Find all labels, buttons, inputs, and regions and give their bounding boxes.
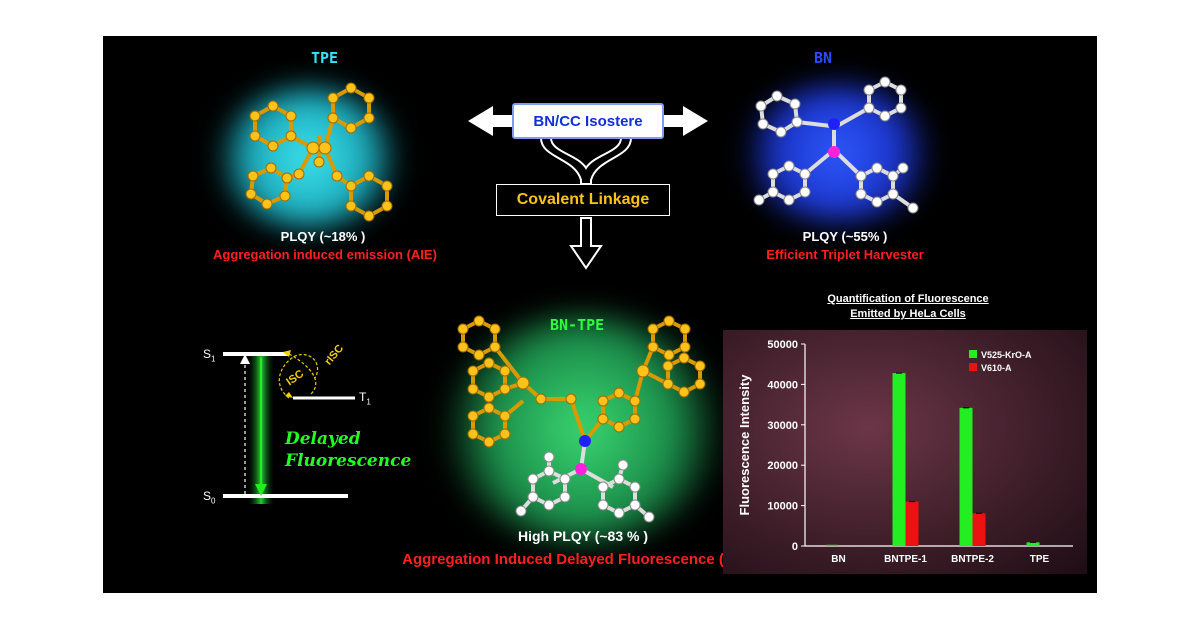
- delayed-line-2: Fluorescence: [285, 451, 412, 471]
- y-tick-label: 0: [792, 541, 798, 553]
- y-tick-label: 10000: [767, 501, 798, 513]
- left-arrow: [468, 106, 513, 136]
- y-tick-label: 30000: [767, 420, 798, 432]
- jablonski-diagram: [223, 350, 355, 504]
- bn-title: BN: [814, 49, 833, 67]
- merge-arrow: [539, 137, 633, 185]
- bar-V525-KrO-A-BNTPE-1: [892, 373, 906, 546]
- delayed-fluorescence-label: Delayed Fluorescence: [285, 428, 411, 472]
- bar-V525-KrO-A-BNTPE-2: [959, 407, 973, 546]
- bar-V525-KrO-A-BN: [825, 544, 839, 546]
- t1-label: T1: [359, 390, 371, 407]
- bntpe-property: Aggregation Induced Delayed Fluorescence…: [402, 551, 764, 568]
- legend-label: V610-A: [981, 363, 1012, 373]
- tpe-title: TPE: [311, 49, 339, 67]
- bn-molecule: [753, 76, 919, 214]
- tpe-plqy: PLQY (~18% ): [280, 229, 366, 244]
- delayed-line-1: Delayed: [285, 429, 361, 449]
- bar-V610-A-BNTPE-2: [972, 513, 986, 546]
- legend-swatch: [969, 363, 977, 371]
- bar-V610-A-BNTPE-1: [905, 501, 919, 546]
- bn-property: Efficient Triplet Harvester: [766, 247, 924, 262]
- y-tick-label: 20000: [767, 460, 798, 472]
- figure-panel: TPE PLQY (~18% ) Aggregation induced emi…: [103, 36, 1097, 593]
- y-tick-label: 40000: [767, 379, 798, 391]
- chart-title: Quantification of Fluorescence Emitted b…: [793, 292, 1023, 322]
- isostere-box: BN/CC Isostere: [512, 103, 664, 139]
- s0-label: S0: [203, 489, 216, 506]
- linkage-box: Covalent Linkage: [496, 184, 670, 216]
- y-axis-label: Fluorescence Intensity: [737, 374, 752, 516]
- bntpe-title: BN-TPE: [550, 316, 605, 334]
- legend-label: V525-KrO-A: [981, 350, 1032, 360]
- x-tick-label: BNTPE-2: [951, 554, 994, 565]
- y-tick-label: 50000: [767, 339, 798, 351]
- center-arrows: [468, 106, 708, 270]
- right-arrow: [663, 106, 708, 136]
- chart-title-line-1: Quantification of Fluorescence: [827, 293, 989, 305]
- bntpe-plqy: High PLQY (~83 % ): [517, 528, 649, 544]
- bar-V525-KrO-A-TPE: [1026, 542, 1040, 546]
- x-tick-label: TPE: [1030, 554, 1050, 565]
- tpe-molecule: [245, 82, 393, 222]
- s1-label: S1: [203, 347, 216, 364]
- down-arrow: [569, 217, 603, 270]
- x-tick-label: BNTPE-1: [884, 554, 927, 565]
- legend-swatch: [969, 350, 977, 358]
- fluorescence-chart: 0 10000 20000 30000 40000 50000 Fluorescence I…: [737, 339, 1073, 565]
- isc-arc: [288, 353, 317, 395]
- bntpe-molecule: [457, 315, 706, 523]
- x-tick-label: BN: [831, 554, 845, 565]
- chart-title-line-2: Emitted by HeLa Cells: [850, 308, 966, 320]
- tpe-property: Aggregation induced emission (AIE): [213, 247, 437, 262]
- bn-plqy: PLQY (~55% ): [802, 229, 888, 244]
- risc-arc: [278, 354, 319, 399]
